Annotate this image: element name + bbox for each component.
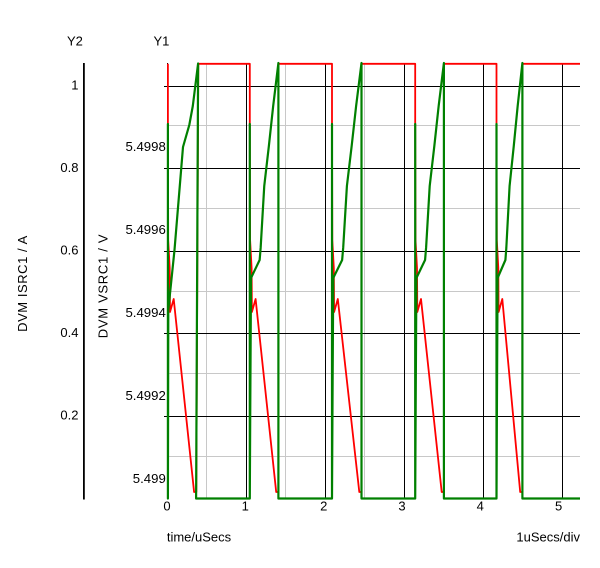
svg-text:3: 3 — [398, 499, 405, 514]
svg-text:DVM ISRC1 / A: DVM ISRC1 / A — [15, 235, 30, 332]
svg-text:1: 1 — [242, 499, 249, 514]
svg-text:5.4998: 5.4998 — [125, 139, 165, 154]
svg-text:0.8: 0.8 — [60, 160, 78, 175]
svg-text:0.4: 0.4 — [60, 325, 78, 340]
svg-text:0.6: 0.6 — [60, 243, 78, 258]
svg-text:Y1: Y1 — [154, 34, 170, 49]
svg-text:Y2: Y2 — [67, 34, 83, 49]
svg-text:5: 5 — [555, 499, 562, 514]
svg-text:1: 1 — [71, 78, 78, 93]
svg-text:1uSecs/div: 1uSecs/div — [516, 530, 580, 545]
svg-text:time/uSecs: time/uSecs — [167, 530, 232, 545]
svg-text:0: 0 — [163, 499, 170, 514]
svg-text:5.4996: 5.4996 — [125, 222, 165, 237]
svg-text:5.499: 5.499 — [133, 471, 166, 486]
svg-text:2: 2 — [320, 499, 327, 514]
svg-text:5.4994: 5.4994 — [125, 305, 165, 320]
svg-text:5.4992: 5.4992 — [125, 388, 165, 403]
svg-text:DVM VSRC1 / V: DVM VSRC1 / V — [95, 234, 110, 338]
svg-text:4: 4 — [477, 499, 484, 514]
svg-text:0.2: 0.2 — [60, 408, 78, 423]
